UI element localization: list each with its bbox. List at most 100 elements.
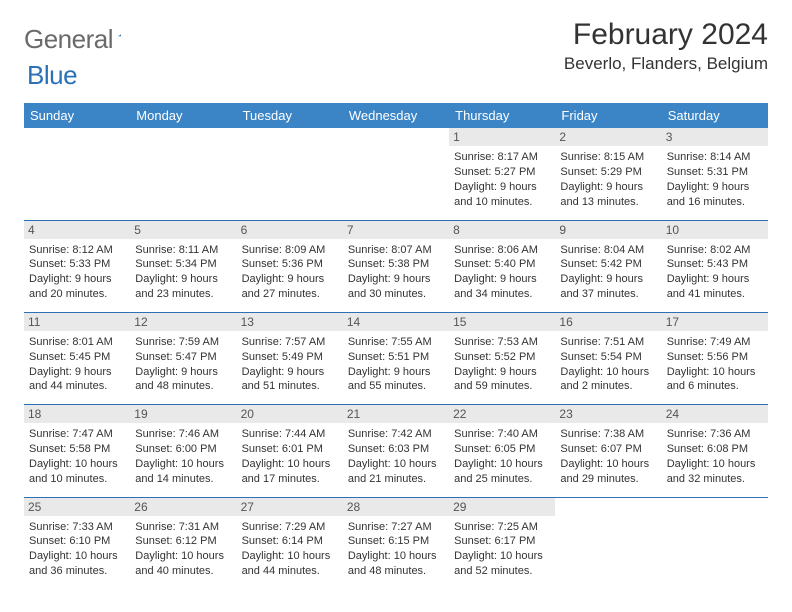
day-info: Sunrise: 7:29 AMSunset: 6:14 PMDaylight:…	[242, 520, 338, 579]
calendar-row: 1 Sunrise: 8:17 AMSunset: 5:27 PMDaylight…	[24, 128, 768, 220]
calendar-cell: 11 Sunrise: 8:01 AMSunset: 5:45 PMDayligh…	[24, 312, 130, 404]
sunset-text: Sunset: 6:15 PM	[348, 534, 444, 549]
sunrise-text: Sunrise: 7:31 AM	[135, 520, 231, 535]
calendar-cell: 1 Sunrise: 8:17 AMSunset: 5:27 PMDaylight…	[449, 128, 555, 220]
day-info: Sunrise: 8:04 AMSunset: 5:42 PMDaylight:…	[560, 243, 656, 302]
sunset-text: Sunset: 6:07 PM	[560, 442, 656, 457]
weekday-header: Sunday	[24, 103, 130, 128]
sunrise-text: Sunrise: 8:02 AM	[667, 243, 763, 258]
day-info: Sunrise: 7:42 AMSunset: 6:03 PMDaylight:…	[348, 427, 444, 486]
day-info: Sunrise: 7:40 AMSunset: 6:05 PMDaylight:…	[454, 427, 550, 486]
day-number: 16	[555, 313, 661, 331]
day-number: 22	[449, 405, 555, 423]
sunset-text: Sunset: 5:36 PM	[242, 257, 338, 272]
day-info: Sunrise: 8:17 AMSunset: 5:27 PMDaylight:…	[454, 150, 550, 209]
daylight-text: Daylight: 10 hours and 10 minutes.	[29, 457, 125, 487]
day-number: 14	[343, 313, 449, 331]
day-info: Sunrise: 7:49 AMSunset: 5:56 PMDaylight:…	[667, 335, 763, 394]
sunrise-text: Sunrise: 7:59 AM	[135, 335, 231, 350]
sunrise-text: Sunrise: 8:01 AM	[29, 335, 125, 350]
logo-triangle-icon	[118, 27, 121, 43]
day-number: 26	[130, 498, 236, 516]
daylight-text: Daylight: 10 hours and 52 minutes.	[454, 549, 550, 579]
day-info: Sunrise: 7:51 AMSunset: 5:54 PMDaylight:…	[560, 335, 656, 394]
day-info: Sunrise: 8:09 AMSunset: 5:36 PMDaylight:…	[242, 243, 338, 302]
weekday-header: Friday	[555, 103, 661, 128]
logo-text-blue: Blue	[27, 60, 77, 91]
day-info: Sunrise: 7:59 AMSunset: 5:47 PMDaylight:…	[135, 335, 231, 394]
day-number: 11	[24, 313, 130, 331]
sunrise-text: Sunrise: 7:29 AM	[242, 520, 338, 535]
daylight-text: Daylight: 9 hours and 48 minutes.	[135, 365, 231, 395]
calendar-cell	[130, 128, 236, 220]
day-info: Sunrise: 7:57 AMSunset: 5:49 PMDaylight:…	[242, 335, 338, 394]
calendar-cell: 10Sunrise: 8:02 AMSunset: 5:43 PMDayligh…	[662, 220, 768, 312]
sunset-text: Sunset: 5:58 PM	[29, 442, 125, 457]
calendar-cell: 25Sunrise: 7:33 AMSunset: 6:10 PMDayligh…	[24, 497, 130, 589]
sunset-text: Sunset: 6:03 PM	[348, 442, 444, 457]
day-number: 4	[24, 221, 130, 239]
calendar-cell: 27Sunrise: 7:29 AMSunset: 6:14 PMDayligh…	[237, 497, 343, 589]
calendar-cell	[662, 497, 768, 589]
day-number: 19	[130, 405, 236, 423]
daylight-text: Daylight: 9 hours and 44 minutes.	[29, 365, 125, 395]
sunrise-text: Sunrise: 7:55 AM	[348, 335, 444, 350]
calendar-cell: 9Sunrise: 8:04 AMSunset: 5:42 PMDaylight…	[555, 220, 661, 312]
day-number: 23	[555, 405, 661, 423]
daylight-text: Daylight: 10 hours and 32 minutes.	[667, 457, 763, 487]
sunset-text: Sunset: 5:27 PM	[454, 165, 550, 180]
sunrise-text: Sunrise: 7:57 AM	[242, 335, 338, 350]
sunrise-text: Sunrise: 8:11 AM	[135, 243, 231, 258]
sunrise-text: Sunrise: 7:38 AM	[560, 427, 656, 442]
day-number: 25	[24, 498, 130, 516]
daylight-text: Daylight: 9 hours and 41 minutes.	[667, 272, 763, 302]
daylight-text: Daylight: 10 hours and 36 minutes.	[29, 549, 125, 579]
sunset-text: Sunset: 5:40 PM	[454, 257, 550, 272]
sunset-text: Sunset: 5:51 PM	[348, 350, 444, 365]
weekday-header: Saturday	[662, 103, 768, 128]
day-number: 2	[555, 128, 661, 146]
sunrise-text: Sunrise: 8:14 AM	[667, 150, 763, 165]
sunrise-text: Sunrise: 7:42 AM	[348, 427, 444, 442]
sunset-text: Sunset: 5:31 PM	[667, 165, 763, 180]
sunset-text: Sunset: 5:52 PM	[454, 350, 550, 365]
sunset-text: Sunset: 5:34 PM	[135, 257, 231, 272]
daylight-text: Daylight: 10 hours and 25 minutes.	[454, 457, 550, 487]
daylight-text: Daylight: 10 hours and 14 minutes.	[135, 457, 231, 487]
sunrise-text: Sunrise: 8:15 AM	[560, 150, 656, 165]
logo-text-gray: General	[24, 24, 113, 55]
calendar-cell: 16 Sunrise: 7:51 AMSunset: 5:54 PMDayligh…	[555, 312, 661, 404]
calendar-body: 1 Sunrise: 8:17 AMSunset: 5:27 PMDaylight…	[24, 128, 768, 589]
calendar-cell: 4Sunrise: 8:12 AMSunset: 5:33 PMDaylight…	[24, 220, 130, 312]
day-info: Sunrise: 8:01 AMSunset: 5:45 PMDaylight:…	[29, 335, 125, 394]
day-number: 5	[130, 221, 236, 239]
calendar-cell: 23Sunrise: 7:38 AMSunset: 6:07 PMDayligh…	[555, 405, 661, 497]
sunrise-text: Sunrise: 7:44 AM	[242, 427, 338, 442]
calendar-cell: 6Sunrise: 8:09 AMSunset: 5:36 PMDaylight…	[237, 220, 343, 312]
day-number: 24	[662, 405, 768, 423]
logo: General	[24, 18, 142, 55]
daylight-text: Daylight: 9 hours and 59 minutes.	[454, 365, 550, 395]
daylight-text: Daylight: 10 hours and 21 minutes.	[348, 457, 444, 487]
calendar-cell	[555, 497, 661, 589]
sunrise-text: Sunrise: 7:36 AM	[667, 427, 763, 442]
day-info: Sunrise: 7:25 AMSunset: 6:17 PMDaylight:…	[454, 520, 550, 579]
day-number: 18	[24, 405, 130, 423]
day-info: Sunrise: 7:44 AMSunset: 6:01 PMDaylight:…	[242, 427, 338, 486]
calendar-cell: 20Sunrise: 7:44 AMSunset: 6:01 PMDayligh…	[237, 405, 343, 497]
sunrise-text: Sunrise: 8:04 AM	[560, 243, 656, 258]
daylight-text: Daylight: 10 hours and 17 minutes.	[242, 457, 338, 487]
daylight-text: Daylight: 10 hours and 6 minutes.	[667, 365, 763, 395]
sunrise-text: Sunrise: 7:40 AM	[454, 427, 550, 442]
calendar-cell: 28Sunrise: 7:27 AMSunset: 6:15 PMDayligh…	[343, 497, 449, 589]
sunrise-text: Sunrise: 7:27 AM	[348, 520, 444, 535]
day-info: Sunrise: 8:02 AMSunset: 5:43 PMDaylight:…	[667, 243, 763, 302]
sunset-text: Sunset: 6:01 PM	[242, 442, 338, 457]
sunset-text: Sunset: 5:45 PM	[29, 350, 125, 365]
sunset-text: Sunset: 6:10 PM	[29, 534, 125, 549]
day-number: 1	[449, 128, 555, 146]
calendar-cell	[24, 128, 130, 220]
calendar-cell: 2Sunrise: 8:15 AMSunset: 5:29 PMDaylight…	[555, 128, 661, 220]
day-number: 3	[662, 128, 768, 146]
day-number: 8	[449, 221, 555, 239]
